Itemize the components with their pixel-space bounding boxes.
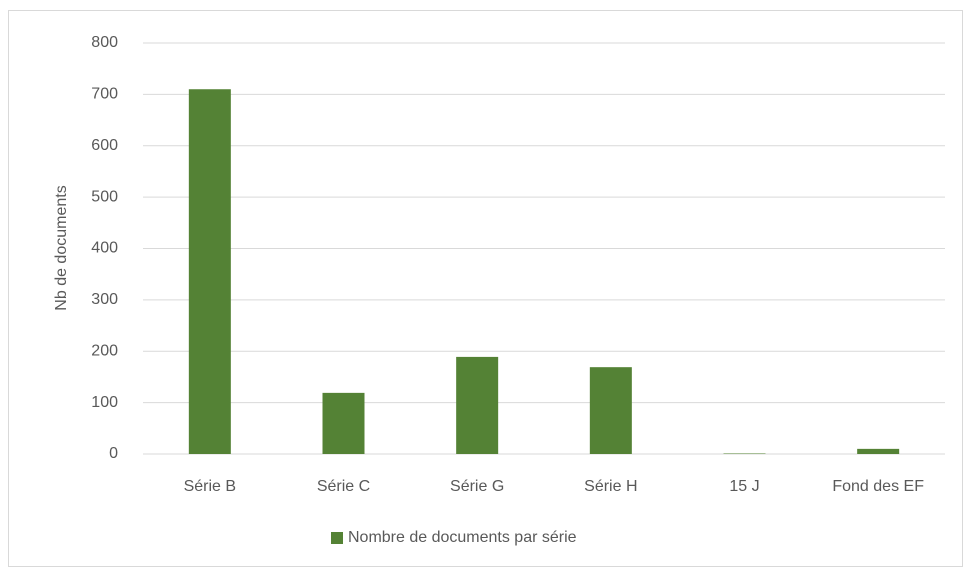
y-tick-label: 300 <box>91 291 118 308</box>
x-tick-label: Série B <box>184 478 236 495</box>
bar <box>322 392 365 454</box>
bar <box>857 448 900 454</box>
x-tick-label: 15 J <box>729 478 759 495</box>
legend-swatch <box>331 532 343 544</box>
x-tick-label: Série C <box>317 478 370 495</box>
y-tick-label: 200 <box>91 342 118 359</box>
y-tick-label: 400 <box>91 240 118 257</box>
legend-label: Nombre de documents par série <box>348 529 577 546</box>
x-tick-label: Fond des EF <box>832 478 924 495</box>
y-axis-label: Nb de documents <box>53 185 70 310</box>
y-tick-label: 700 <box>91 86 118 103</box>
y-tick-label: 800 <box>91 34 118 51</box>
y-tick-label: 100 <box>91 394 118 411</box>
chart-border <box>8 10 963 567</box>
y-tick-label: 600 <box>91 137 118 154</box>
bar <box>188 89 231 455</box>
x-tick-label: Série G <box>450 478 504 495</box>
x-tick-label: Série H <box>584 478 637 495</box>
bar <box>723 453 766 454</box>
y-tick-label: 500 <box>91 188 118 205</box>
y-tick-label: 0 <box>109 445 118 462</box>
bar <box>589 367 632 454</box>
bar <box>456 356 499 454</box>
